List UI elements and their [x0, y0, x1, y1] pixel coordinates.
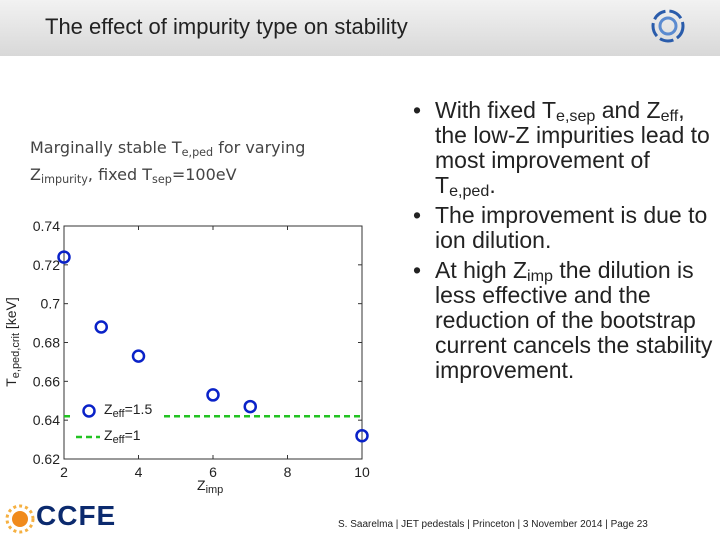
x-axis-label: Zimp	[197, 477, 223, 496]
x-tick-label: 2	[60, 464, 68, 480]
x-tick-label: 10	[354, 464, 370, 480]
subscript: sep	[151, 173, 172, 186]
text-run: =100eV	[171, 165, 237, 184]
subscript: eff	[660, 107, 679, 125]
legend-label: Zeff=1	[104, 427, 141, 446]
subscript: e,ped	[449, 182, 490, 200]
bullet-list: With fixed Te,sep and Zeff, the low-Z im…	[405, 98, 715, 388]
text-run: and Z	[595, 97, 661, 123]
subscript: e,sep	[556, 107, 596, 125]
y-tick-label: 0.74	[33, 218, 60, 234]
text-run: =1.5	[125, 401, 153, 417]
legend-marker	[82, 404, 96, 418]
y-tick-label: 0.68	[33, 335, 60, 351]
subscript: impurity	[40, 173, 88, 186]
bullet: At high Zimp the dilution is less effect…	[413, 257, 715, 383]
data-point	[131, 349, 146, 363]
text-run: The improvement is due to ion dilution.	[435, 202, 708, 253]
chart-subtitle: Marginally stable Te,ped for varying Zim…	[30, 134, 350, 188]
subscript: eff	[113, 434, 126, 446]
bullet: The improvement is due to ion dilution.	[413, 202, 715, 253]
text-run: , fixed T	[87, 165, 152, 184]
text-run: for varying Z	[30, 138, 306, 184]
subscript: e,ped,crit	[10, 333, 22, 378]
subscript: imp	[527, 267, 553, 285]
y-axis-label: Te,ped,crit [keV]	[3, 297, 22, 387]
slide-title: The effect of impurity type on stability	[45, 14, 408, 39]
text-run: Marginally stable T	[30, 138, 182, 157]
y-tick-label: 0.72	[33, 257, 60, 273]
legend-label: Zeff=1.5	[104, 401, 152, 420]
y-tick-label: 0.7	[41, 296, 61, 312]
y-tick-label: 0.66	[33, 373, 60, 389]
bullet: With fixed Te,sep and Zeff, the low-Z im…	[413, 97, 715, 200]
footer-text: S. Saarelma | JET pedestals | Princeton …	[338, 519, 648, 530]
text-run: At high Z	[435, 257, 528, 283]
text-run: Z	[104, 401, 113, 417]
x-tick-label: 4	[135, 464, 143, 480]
data-point	[206, 388, 220, 402]
text-run: [keV]	[3, 297, 19, 333]
subscript: imp	[206, 484, 224, 496]
text-run: With fixed T	[435, 97, 556, 123]
y-tick-label: 0.64	[33, 412, 60, 428]
x-tick-label: 6	[209, 464, 217, 480]
text-run: the dilution is less effective and the r…	[435, 257, 713, 383]
data-point	[57, 250, 71, 264]
text-run: , the low-Z impurities lead to most impr…	[435, 97, 710, 198]
subscript: e,ped	[181, 146, 214, 159]
text-run: .	[489, 172, 496, 198]
text-run: T	[3, 378, 19, 387]
text-run: Z	[197, 477, 206, 493]
subscript: eff	[113, 408, 126, 420]
text-run: =1	[125, 427, 141, 443]
logo-icon	[651, 9, 685, 43]
text-run: Z	[104, 427, 113, 443]
data-point	[94, 320, 108, 334]
x-tick-label: 8	[284, 464, 292, 480]
logo-sun	[5, 504, 35, 534]
data-point	[243, 399, 257, 414]
logo-text: CCFE	[36, 500, 117, 531]
header-bar	[0, 0, 720, 56]
data-point	[355, 428, 369, 443]
chart: 0.62 0.64 0.66 0.68 0.7 0.72 0.74 2 4 6 8 10 Zimp Te,…	[3, 218, 370, 496]
y-tick-label: 0.62	[33, 451, 60, 467]
